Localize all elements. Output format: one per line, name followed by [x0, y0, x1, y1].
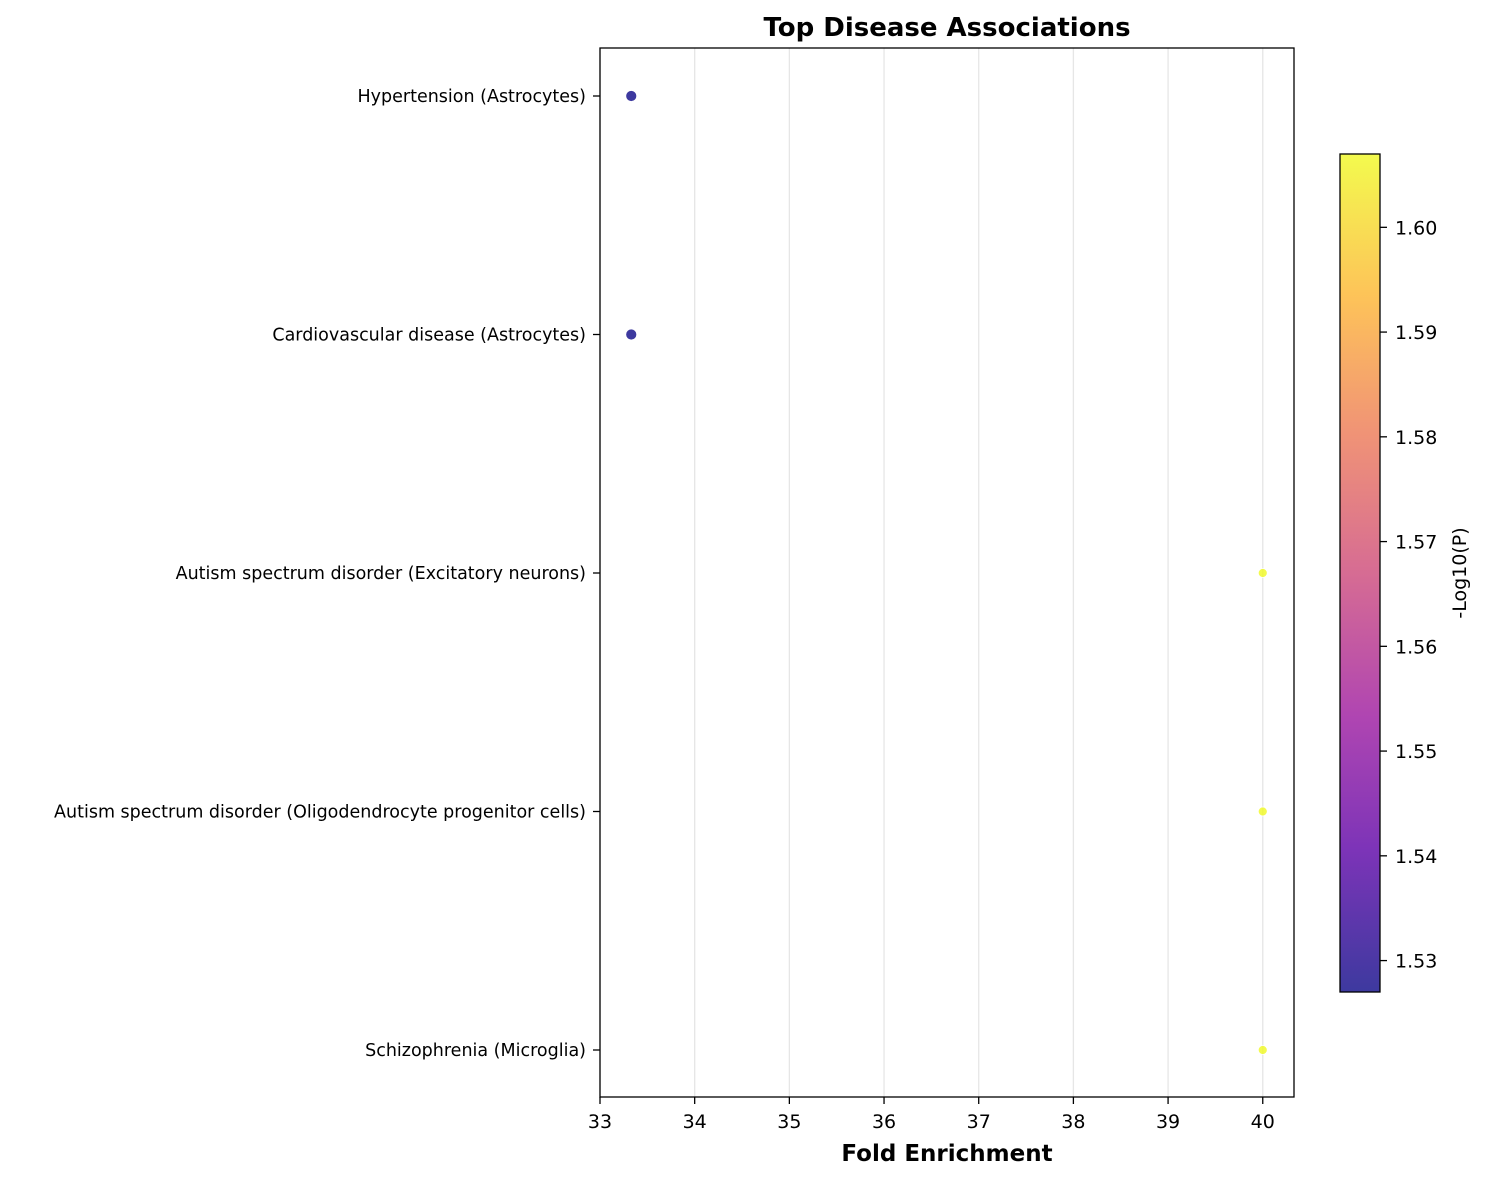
- data-point: [625, 90, 638, 102]
- x-tick-label: 38: [1061, 1111, 1085, 1133]
- colorbar-tick-label: 1.60: [1395, 217, 1437, 239]
- y-tick-label: Schizophrenia (Microglia): [365, 1041, 586, 1061]
- x-gridlines: [599, 48, 1264, 1097]
- colorbar-tick-label: 1.54: [1395, 846, 1437, 868]
- colorbar-tick-label: 1.53: [1395, 951, 1437, 973]
- y-tick-label: Autism spectrum disorder (Excitatory neu…: [176, 564, 586, 584]
- x-tick-label: 39: [1156, 1111, 1180, 1133]
- data-point: [1257, 568, 1268, 578]
- x-tick-label: 36: [872, 1111, 896, 1133]
- data-points: [625, 90, 1268, 1055]
- x-axis-label: Fold Enrichment: [841, 1141, 1052, 1167]
- colorbar-tick-label: 1.56: [1395, 636, 1437, 658]
- x-tick-label: 37: [967, 1111, 991, 1133]
- data-point: [625, 328, 638, 341]
- y-tick-label: Cardiovascular disease (Astrocytes): [272, 326, 586, 346]
- colorbar-tick-label: 1.59: [1395, 322, 1437, 344]
- data-point: [1257, 1045, 1268, 1055]
- colorbar-tick-label: 1.55: [1395, 741, 1437, 763]
- x-tick-label: 35: [777, 1111, 801, 1133]
- x-tick-label: 33: [588, 1111, 612, 1133]
- y-tick-label: Autism spectrum disorder (Oligodendrocyt…: [54, 803, 586, 823]
- colorbar: [1339, 153, 1381, 993]
- x-tick-label: 34: [683, 1111, 707, 1133]
- y-tick-label: Hypertension (Astrocytes): [358, 87, 587, 107]
- x-tick-label: 40: [1251, 1111, 1275, 1133]
- colorbar-tick-label: 1.58: [1395, 427, 1437, 449]
- plot-area-frame: [599, 47, 1295, 1098]
- x-axis-ticks: 33 34 35 36 37 38 39 40: [588, 1097, 1275, 1133]
- colorbar-ticks: 1.53 1.54 1.55 1.56 1.57 1.58 1.59 1.60: [1380, 217, 1437, 973]
- colorbar-tick-label: 1.57: [1395, 532, 1437, 554]
- chart-title: Top Disease Associations: [763, 13, 1130, 43]
- colorbar-label: -Log10(P): [1449, 527, 1471, 618]
- data-point: [1257, 806, 1268, 817]
- y-axis-ticks: Hypertension (Astrocytes) Cardiovascular …: [54, 87, 600, 1061]
